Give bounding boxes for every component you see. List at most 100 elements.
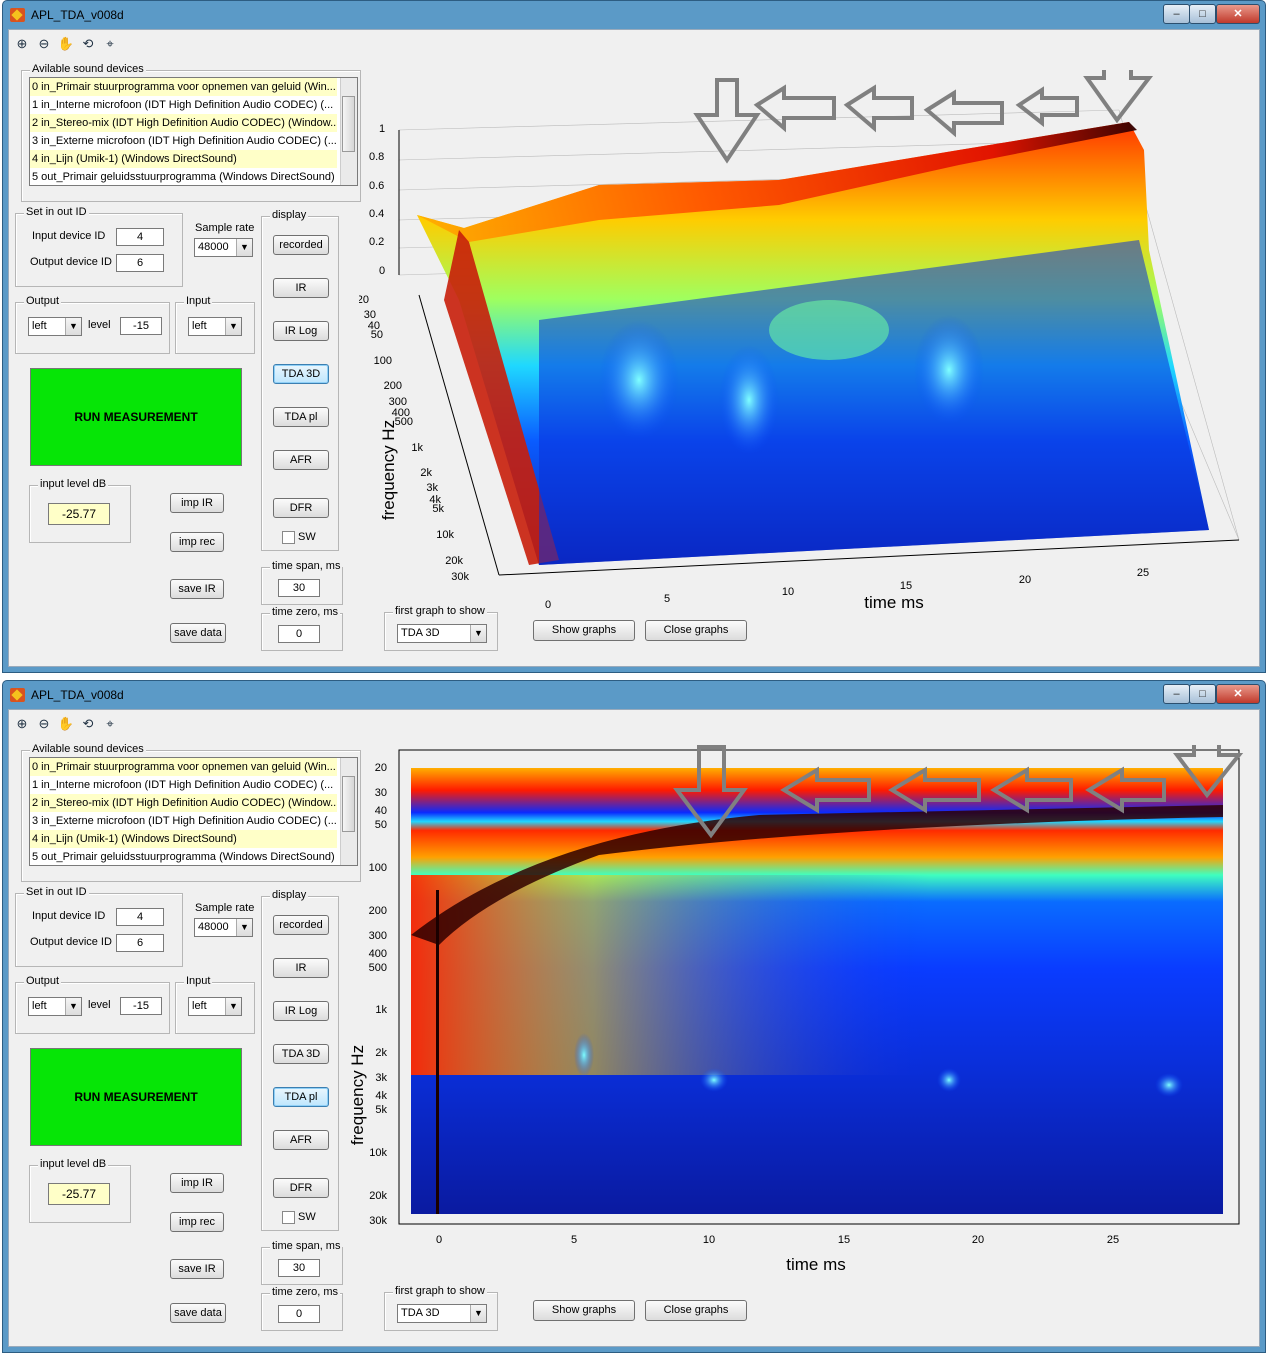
output-channel-select[interactable]: left ▼ (28, 997, 82, 1016)
zoom-out-icon[interactable]: ⊖ (38, 36, 50, 51)
list-item[interactable]: 4 in_Lijn (Umik-1) (Windows DirectSound) (30, 150, 337, 168)
show-graphs-button[interactable]: Show graphs (533, 1300, 635, 1321)
input-channel-select[interactable]: left ▼ (188, 997, 242, 1016)
display-afr-button[interactable]: AFR (273, 450, 329, 470)
input-device-id-field[interactable]: 4 (116, 908, 164, 926)
list-item[interactable]: 4 in_Lijn (Umik-1) (Windows DirectSound) (30, 830, 337, 848)
output-device-id-field[interactable]: 6 (116, 254, 164, 272)
list-item[interactable]: 0 in_Primair stuurprogramma voor opnemen… (30, 758, 337, 776)
list-item[interactable]: 1 in_Interne microfoon (IDT High Definit… (32, 99, 334, 111)
scroll-thumb[interactable] (342, 96, 355, 152)
z-tick-label: 0.6 (369, 180, 384, 192)
listbox-scrollbar[interactable] (340, 78, 357, 185)
time-zero-field[interactable]: 0 (278, 625, 320, 643)
zoom-out-icon[interactable]: ⊖ (38, 716, 50, 731)
device-listbox[interactable]: 0 in_Primair stuurprogramma voor opnemen… (29, 77, 358, 186)
rotate-3d-icon[interactable]: ⟲ (82, 716, 94, 731)
time-span-field[interactable]: 30 (278, 579, 320, 597)
save-data-button[interactable]: save data (170, 1303, 226, 1323)
output-level-field[interactable]: -15 (120, 317, 162, 335)
y-tick-label: 300 (389, 396, 407, 408)
tda-3d-plot[interactable]: 1 0.8 0.6 0.4 0.2 0 20 30 40 50 100 200 … (357, 40, 1249, 630)
sample-rate-select[interactable]: 48000 ▼ (194, 238, 253, 257)
display-ir-button[interactable]: IR (273, 958, 329, 978)
sw-checkbox[interactable] (282, 531, 295, 544)
list-item[interactable]: 1 in_Interne microfoon (IDT High Definit… (32, 779, 334, 791)
close-graphs-button[interactable]: Close graphs (645, 620, 747, 641)
output-device-id-field[interactable]: 6 (116, 934, 164, 952)
scroll-thumb[interactable] (342, 776, 355, 832)
first-graph-select[interactable]: TDA 3D ▼ (397, 1304, 487, 1323)
display-afr-button[interactable]: AFR (273, 1130, 329, 1150)
input-level-field[interactable]: -25.77 (48, 503, 110, 525)
arrow-down-icon (1083, 40, 1154, 124)
save-ir-button[interactable]: save IR (170, 579, 224, 599)
display-tda-3d-button[interactable]: TDA 3D (273, 1044, 329, 1064)
first-graph-select[interactable]: TDA 3D ▼ (397, 624, 487, 643)
list-item[interactable]: 5 out_Primair geluidsstuurprogramma (Win… (32, 171, 335, 183)
time-span-group: time span, ms 30 (261, 560, 343, 605)
display-recorded-button[interactable]: recorded (273, 915, 329, 935)
import-recording-button[interactable]: imp rec (170, 1212, 224, 1232)
pan-hand-icon[interactable]: ✋ (57, 36, 75, 51)
display-tda-pl-button[interactable]: TDA pl (273, 1087, 329, 1107)
import-ir-button[interactable]: imp IR (170, 1173, 224, 1193)
title-bar[interactable]: APL_TDA_v008d – □ ✕ (3, 1, 1265, 29)
data-cursor-icon[interactable]: ⌖ (106, 36, 114, 51)
data-cursor-icon[interactable]: ⌖ (106, 716, 114, 731)
display-ir-button[interactable]: IR (273, 278, 329, 298)
display-dfr-button[interactable]: DFR (273, 498, 329, 518)
minimize-button[interactable]: – (1163, 4, 1190, 24)
output-level-field[interactable]: -15 (120, 997, 162, 1015)
y-tick-label: 400 (369, 948, 387, 960)
display-ir-log-button[interactable]: IR Log (273, 321, 329, 341)
time-zero-field[interactable]: 0 (278, 1305, 320, 1323)
list-item[interactable]: 2 in_Stereo-mix (IDT High Definition Aud… (30, 114, 337, 132)
zoom-in-icon[interactable]: ⊕ (16, 716, 28, 731)
rotate-3d-icon[interactable]: ⟲ (82, 36, 94, 51)
minimize-button[interactable]: – (1163, 684, 1190, 704)
y-tick-label: 200 (384, 380, 402, 392)
maximize-button[interactable]: □ (1189, 684, 1216, 704)
zoom-in-icon[interactable]: ⊕ (16, 36, 28, 51)
display-recorded-button[interactable]: recorded (273, 235, 329, 255)
maximize-button[interactable]: □ (1189, 4, 1216, 24)
close-window-button[interactable]: ✕ (1216, 4, 1260, 24)
display-tda-3d-button[interactable]: TDA 3D (273, 364, 329, 384)
list-item[interactable]: 5 out_Primair geluidsstuurprogramma (Win… (32, 851, 335, 863)
pan-hand-icon[interactable]: ✋ (57, 716, 75, 731)
figure-client-area: ⊕ ⊖ ✋ ⟲ ⌖ Avilable sound devices 0 in_Pr… (8, 709, 1260, 1347)
input-level-field[interactable]: -25.77 (48, 1183, 110, 1205)
import-recording-button[interactable]: imp rec (170, 532, 224, 552)
list-item[interactable]: 3 in_Externe microfoon (IDT High Definit… (32, 815, 337, 827)
save-ir-button[interactable]: save IR (170, 1259, 224, 1279)
run-measurement-button[interactable]: RUN MEASUREMENT (30, 368, 242, 466)
save-data-button[interactable]: save data (170, 623, 226, 643)
close-window-button[interactable]: ✕ (1216, 684, 1260, 704)
device-listbox[interactable]: 0 in_Primair stuurprogramma voor opnemen… (29, 757, 358, 866)
sample-rate-select[interactable]: 48000 ▼ (194, 918, 253, 937)
tda-pl-plot[interactable]: 20 30 40 50 100 200 300 400 500 1k 2k 3k… (339, 713, 1249, 1290)
list-item[interactable]: 2 in_Stereo-mix (IDT High Definition Aud… (30, 794, 337, 812)
show-graphs-button[interactable]: Show graphs (533, 620, 635, 641)
x-axis-label: time ms (786, 1255, 846, 1274)
list-item[interactable]: 0 in_Primair stuurprogramma voor opnemen… (30, 78, 337, 96)
close-graphs-button[interactable]: Close graphs (645, 1300, 747, 1321)
waterfall-lowlevel-region (539, 240, 1209, 565)
arrow-left-icon (990, 766, 1073, 814)
import-ir-button[interactable]: imp IR (170, 493, 224, 513)
title-bar[interactable]: APL_TDA_v008d – □ ✕ (3, 681, 1265, 709)
input-channel-select[interactable]: left ▼ (188, 317, 242, 336)
input-device-id-field[interactable]: 4 (116, 228, 164, 246)
decay-peak (599, 320, 679, 440)
output-channel-select[interactable]: left ▼ (28, 317, 82, 336)
time-span-field[interactable]: 30 (278, 1259, 320, 1277)
z-tick-label: 0.8 (369, 151, 384, 163)
display-tda-pl-button[interactable]: TDA pl (273, 407, 329, 427)
display-ir-log-button[interactable]: IR Log (273, 1001, 329, 1021)
sw-checkbox[interactable] (282, 1211, 295, 1224)
display-dfr-button[interactable]: DFR (273, 1178, 329, 1198)
listbox-scrollbar[interactable] (340, 758, 357, 865)
run-measurement-button[interactable]: RUN MEASUREMENT (30, 1048, 242, 1146)
list-item[interactable]: 3 in_Externe microfoon (IDT High Definit… (32, 135, 337, 147)
